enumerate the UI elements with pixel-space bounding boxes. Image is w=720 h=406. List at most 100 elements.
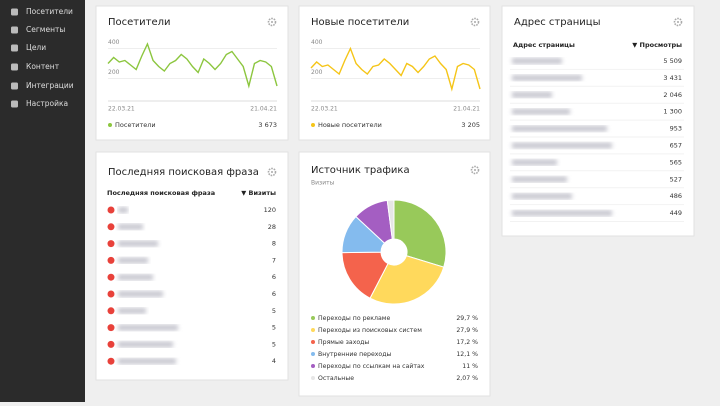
legend-marker [311, 316, 315, 320]
table-value: 527 [670, 175, 682, 183]
pie-slice [393, 199, 447, 268]
legend-label: Прямые заходы [318, 339, 369, 346]
legend-marker [311, 328, 315, 332]
x-tick-label: 22.03.21 [311, 106, 338, 113]
blurred-phrase [118, 307, 146, 314]
column-header[interactable]: ▼ Визиты [241, 189, 276, 197]
menu-icon [11, 82, 18, 90]
settings-icon[interactable] [673, 17, 683, 27]
sidebar [0, 0, 85, 402]
legend-label: Внутренние переходы [318, 351, 391, 358]
legend-marker [108, 123, 112, 127]
y-tick-label: 200 [311, 69, 323, 76]
y-tick-label: 400 [108, 39, 120, 46]
value-label: 29,7 % [456, 315, 478, 322]
menu-item[interactable]: Цели [26, 43, 46, 52]
table-value: 7 [272, 256, 276, 264]
blurred-url [512, 142, 612, 149]
table-value: 5 [272, 307, 276, 315]
legend-marker [311, 364, 315, 368]
x-tick-label: 22.03.21 [108, 106, 135, 113]
y-tick-label: 200 [108, 69, 120, 76]
search-engine-icon [107, 357, 115, 365]
value-label: 17,2 % [456, 339, 478, 346]
table-value: 565 [670, 158, 682, 166]
y-tick-label: 400 [311, 39, 323, 46]
blurred-phrase [118, 207, 128, 213]
settings-icon[interactable] [267, 167, 277, 177]
menu-item[interactable]: Сегменты [26, 25, 65, 34]
legend-label: Переходы из поисковых систем [318, 327, 422, 334]
value-label: 12,1 % [456, 351, 478, 358]
table-value: 6 [272, 290, 276, 298]
menu-item[interactable]: Посетители [26, 7, 73, 16]
settings-icon-center [474, 21, 476, 23]
value-label: 2,07 % [456, 375, 478, 382]
legend-label: Переходы по рекламе [318, 315, 390, 322]
blurred-phrase [118, 257, 148, 264]
blurred-phrase [118, 358, 176, 365]
line-series [310, 46, 481, 92]
pie-slice [386, 199, 395, 240]
card-title: Посетители [108, 17, 170, 28]
menu-item[interactable]: Интеграции [26, 81, 74, 90]
blurred-url [512, 210, 612, 217]
pie-slice [369, 255, 445, 305]
menu-icon [11, 100, 18, 108]
legend-marker [311, 376, 315, 380]
search-engine-icon [107, 223, 115, 231]
legend-marker [311, 352, 315, 356]
card-title: Последняя поисковая фраза [108, 167, 259, 178]
line-series [107, 42, 278, 89]
legend-label: Посетители [115, 121, 156, 129]
blurred-phrase [118, 274, 153, 281]
blurred-url [512, 176, 567, 183]
value-label: 27,9 % [456, 327, 478, 334]
menu-icon [11, 44, 18, 52]
menu-item[interactable]: Контент [26, 62, 60, 71]
search-engine-icon [107, 340, 115, 348]
table-value: 28 [268, 223, 276, 231]
blurred-phrase [118, 291, 163, 297]
settings-icon-center [271, 171, 273, 173]
blurred-url [512, 91, 552, 98]
search-engine-icon [107, 206, 115, 214]
legend-label: Переходы по ссылкам на сайтах [318, 362, 425, 370]
settings-icon[interactable] [267, 17, 277, 27]
legend-marker [311, 123, 315, 127]
x-tick-label: 21.04.21 [250, 106, 277, 113]
card [95, 5, 289, 141]
table-value: 5 [272, 340, 276, 348]
blurred-phrase [118, 223, 143, 230]
pie-slice [341, 251, 389, 299]
blurred-url [512, 58, 562, 64]
settings-icon[interactable] [470, 17, 480, 27]
table-value: 2 046 [663, 91, 682, 99]
table-value: 953 [670, 125, 682, 133]
search-engine-icon [107, 240, 115, 248]
blurred-url [512, 193, 572, 200]
card [298, 5, 491, 141]
table-value: 120 [264, 206, 276, 214]
value-label: 11 % [462, 363, 478, 370]
table-value: 3 431 [663, 74, 682, 82]
table-value: 6 [272, 273, 276, 281]
settings-icon-center [474, 169, 476, 171]
blurred-url [512, 74, 582, 81]
legend-marker [311, 340, 315, 344]
column-header: Адрес страницы [513, 41, 575, 49]
column-header[interactable]: ▼ Просмотры [632, 41, 682, 49]
menu-icon [11, 63, 18, 71]
settings-icon[interactable] [470, 165, 480, 175]
blurred-phrase [118, 240, 158, 247]
total-value: 3 673 [258, 121, 277, 129]
menu-item[interactable]: Настройка [26, 99, 68, 108]
menu-icon [11, 8, 18, 16]
search-engine-icon [107, 256, 115, 264]
search-engine-icon [107, 290, 115, 298]
table-value: 486 [670, 192, 682, 200]
total-value: 3 205 [461, 121, 480, 129]
blurred-url [512, 159, 557, 166]
settings-icon-center [677, 21, 679, 23]
